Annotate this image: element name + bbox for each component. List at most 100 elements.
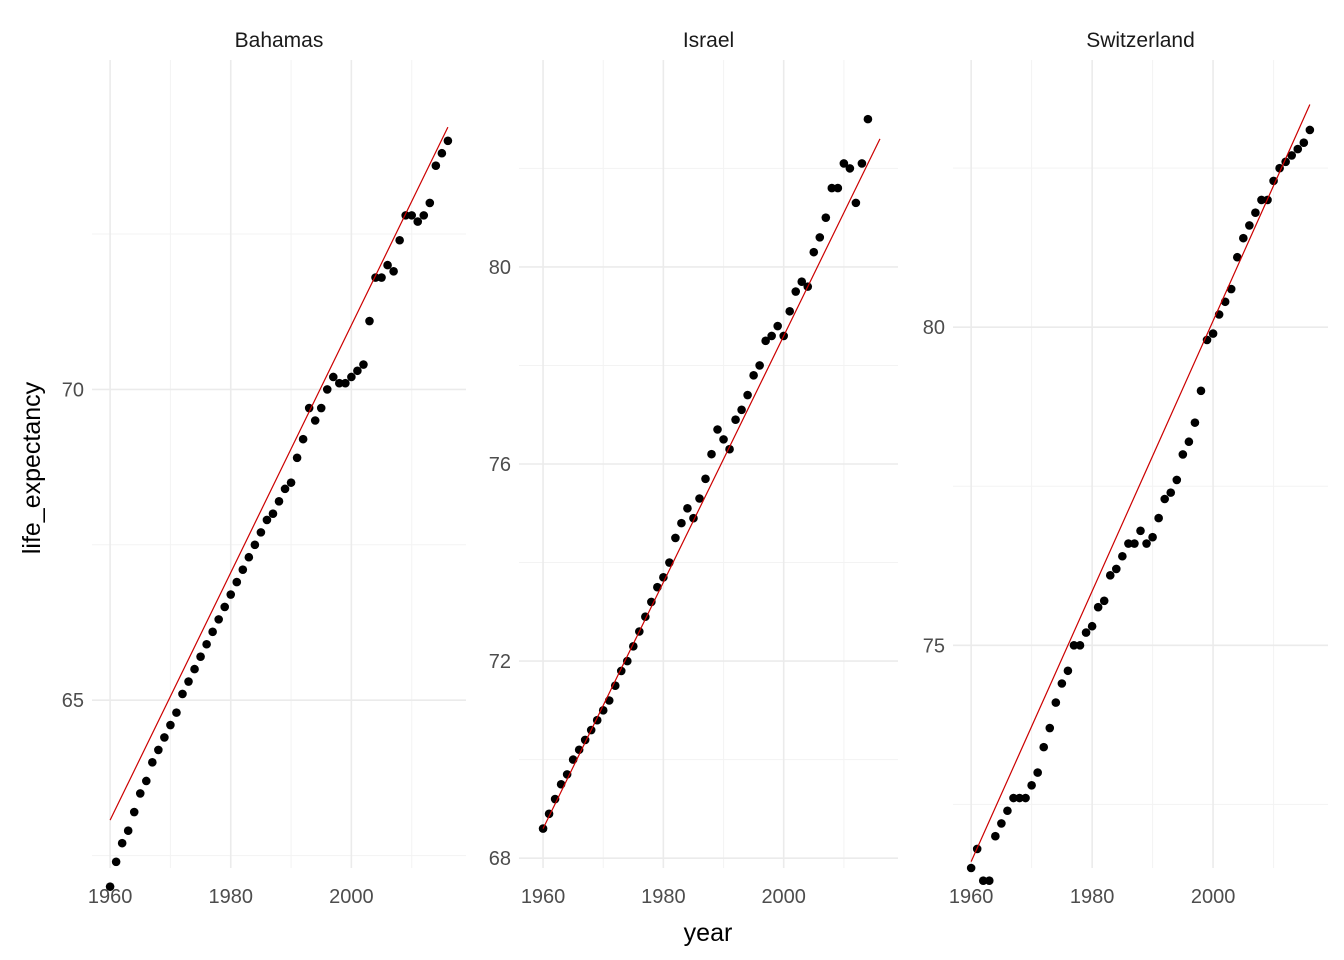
data-point [105, 882, 115, 891]
data-point [719, 435, 728, 444]
data-point [1021, 793, 1030, 803]
panel-0: Bahamas 1960 1980 2000 65 70 [62, 29, 466, 908]
data-point [550, 794, 560, 804]
x-axis-title: year [684, 919, 733, 947]
data-point [347, 372, 356, 382]
data-point [845, 164, 855, 173]
y-tick-label: 70 [62, 379, 84, 401]
data-point [244, 552, 254, 562]
data-point [111, 857, 121, 867]
y-tick-label: 72 [489, 651, 511, 673]
data-point [809, 247, 819, 257]
data-point [1003, 806, 1012, 816]
data-point [365, 316, 374, 326]
x-tick-label: 1980 [641, 886, 686, 908]
data-point [443, 136, 453, 146]
data-point [280, 484, 290, 494]
data-point [1081, 628, 1091, 637]
data-point [1178, 450, 1188, 459]
data-point [353, 366, 362, 376]
data-point [196, 652, 205, 661]
data-point [785, 306, 795, 316]
data-point [292, 453, 302, 463]
data-point [316, 403, 326, 413]
data-point [671, 533, 680, 543]
data-point [1033, 768, 1042, 777]
data-point [389, 267, 398, 276]
y-axis-title: life_expectancy [18, 381, 46, 554]
data-point [274, 496, 284, 506]
data-point [773, 321, 782, 331]
data-point [1093, 602, 1103, 612]
data-point [1154, 513, 1163, 523]
data-point [383, 260, 392, 270]
data-point [1196, 386, 1206, 396]
data-point [226, 590, 236, 599]
data-point [1245, 221, 1254, 230]
data-point [395, 235, 404, 245]
data-point [683, 504, 692, 513]
data-point [1015, 793, 1024, 803]
data-point [172, 708, 181, 717]
data-point [731, 415, 740, 424]
data-point [761, 336, 770, 346]
data-point [202, 639, 211, 649]
data-point [1148, 532, 1157, 542]
data-point [310, 416, 320, 425]
data-point [574, 745, 584, 755]
data-point [695, 494, 704, 503]
data-point [743, 390, 752, 400]
panel-title: Switzerland [1086, 29, 1195, 52]
data-point [262, 515, 272, 525]
data-point [160, 733, 169, 742]
data-point [268, 509, 278, 519]
data-point [135, 789, 145, 798]
data-point [863, 114, 873, 124]
data-point [419, 211, 429, 220]
data-point [1105, 571, 1115, 580]
data-point [1063, 666, 1073, 676]
data-point [437, 148, 447, 158]
data-point [991, 831, 1000, 841]
data-point [827, 183, 837, 193]
data-point [328, 372, 338, 382]
data-point [1239, 233, 1248, 243]
data-point [839, 159, 849, 168]
data-point [1087, 621, 1097, 631]
y-tick-label: 65 [62, 690, 84, 712]
data-point [178, 689, 187, 699]
data-point [304, 403, 314, 413]
data-point [214, 615, 223, 624]
data-point [647, 597, 656, 607]
panel-title: Bahamas [235, 29, 324, 52]
data-point [190, 664, 199, 674]
data-point [851, 198, 861, 208]
panel-1: Israel 1960 1980 2000 68 72 76 80 [489, 29, 898, 908]
data-point [148, 758, 157, 767]
data-point [425, 198, 435, 208]
data-point [1045, 723, 1055, 733]
data-point [232, 577, 242, 587]
data-point [1269, 176, 1278, 186]
data-point [622, 656, 632, 666]
data-point [220, 602, 230, 612]
data-point [707, 449, 716, 459]
data-point [431, 161, 441, 170]
trend-line [970, 104, 1311, 862]
data-point [767, 331, 776, 341]
data-point [1075, 641, 1085, 650]
data-point [1069, 641, 1079, 650]
data-point [335, 378, 344, 388]
data-point [610, 681, 620, 691]
data-point [117, 838, 127, 848]
data-point [1208, 329, 1218, 338]
data-point [1130, 539, 1139, 548]
data-point [1166, 488, 1176, 497]
data-point [1099, 596, 1109, 606]
trend-line [109, 126, 449, 821]
panel-2: Switzerland 1960 1980 2000 75 80 [923, 29, 1328, 908]
data-point [1232, 252, 1242, 262]
data-point [377, 273, 386, 282]
data-point [1251, 208, 1260, 217]
